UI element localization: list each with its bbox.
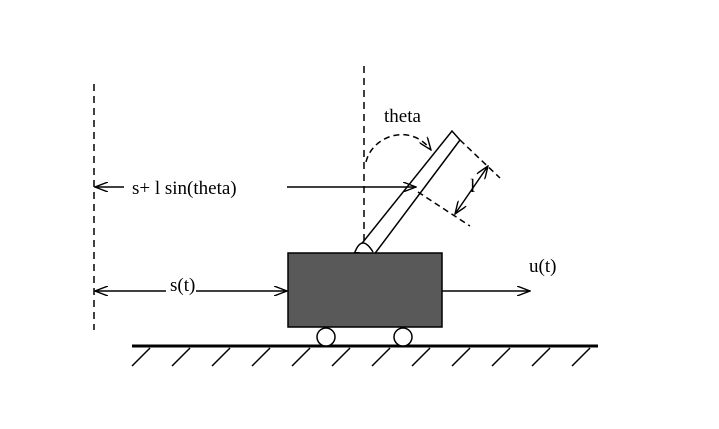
- input-label: u(t): [529, 256, 556, 277]
- offset-label: s+ l sin(theta): [132, 178, 237, 199]
- theta-label: theta: [384, 106, 421, 127]
- position-label: s(t): [170, 275, 195, 296]
- theta-arc: [365, 133, 431, 163]
- pivot-joint: [354, 242, 374, 253]
- length-label: l: [470, 176, 475, 197]
- wheel-right: [393, 327, 413, 347]
- length-dimension-arrow: [455, 166, 488, 214]
- ground: [131, 344, 598, 367]
- length-guide-mid: [417, 191, 471, 227]
- wheel-left: [316, 327, 336, 347]
- pole: [353, 129, 461, 257]
- length-guide-top: [459, 139, 501, 179]
- cart: [287, 252, 443, 328]
